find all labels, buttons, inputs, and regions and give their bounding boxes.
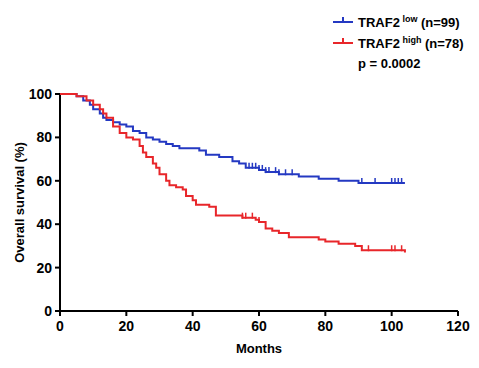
x-tick-label: 60	[251, 318, 267, 334]
x-tick	[125, 311, 127, 316]
y-tick	[55, 93, 60, 95]
censor-mark	[374, 178, 376, 184]
plot-area	[60, 94, 405, 252]
censor-mark	[368, 245, 370, 251]
survival-curve	[60, 94, 405, 183]
y-tick-label: 80	[36, 129, 52, 145]
x-axis-label: Months	[236, 341, 282, 356]
survival-curve	[60, 94, 405, 252]
y-tick-label: 60	[36, 173, 52, 189]
y-tick-label: 40	[36, 216, 52, 232]
censor-mark	[401, 245, 403, 251]
censor-mark	[252, 163, 254, 169]
censor-mark	[401, 178, 403, 184]
censor-mark	[394, 245, 396, 251]
y-tick	[55, 223, 60, 225]
censor-mark	[285, 169, 287, 175]
x-tick	[391, 311, 393, 316]
x-tick	[192, 311, 194, 316]
censor-mark	[252, 213, 254, 219]
x-tick-label: 0	[56, 318, 64, 334]
legend-tick	[342, 38, 344, 43]
censor-mark	[248, 163, 250, 169]
censor-mark	[275, 167, 277, 173]
x-tick	[258, 311, 260, 316]
x-tick	[457, 311, 459, 316]
censor-mark	[268, 167, 270, 173]
censor-mark	[291, 169, 293, 175]
x-tick-label: 120	[446, 318, 470, 334]
legend-label: TRAF2 low (n=99)	[358, 14, 460, 30]
censor-mark	[242, 213, 244, 219]
x-tick-label: 40	[185, 318, 201, 334]
y-tick	[55, 136, 60, 138]
x-tick-label: 20	[119, 318, 135, 334]
censor-mark	[361, 178, 363, 184]
x-tick-label: 80	[318, 318, 334, 334]
censor-mark	[245, 213, 247, 219]
y-tick-label: 0	[44, 303, 52, 319]
y-tick	[55, 180, 60, 182]
p-value: p = 0.0002	[358, 56, 421, 71]
y-axis	[59, 94, 61, 311]
y-tick-label: 20	[36, 260, 52, 276]
censor-mark	[391, 178, 393, 184]
y-axis-label: Overall survival (%)	[12, 142, 27, 263]
legend-label: TRAF2 high (n=78)	[358, 35, 464, 51]
legend-tick	[342, 17, 344, 22]
chart: 0 20 40 60 80 100 0 20 40 60 80 100 120 Months Overall…	[0, 0, 479, 368]
x-tick	[324, 311, 326, 316]
censor-mark	[265, 167, 267, 173]
censor-mark	[258, 217, 260, 223]
censor-mark	[391, 245, 393, 251]
x-tick-label: 100	[380, 318, 404, 334]
censor-mark	[262, 165, 264, 171]
censor-mark	[398, 178, 400, 184]
censor-mark	[255, 163, 257, 169]
censor-mark	[278, 169, 280, 175]
x-tick	[59, 311, 61, 316]
y-tick	[55, 267, 60, 269]
censor-mark	[394, 178, 396, 184]
censor-mark	[258, 165, 260, 171]
y-tick-label: 100	[29, 86, 53, 102]
